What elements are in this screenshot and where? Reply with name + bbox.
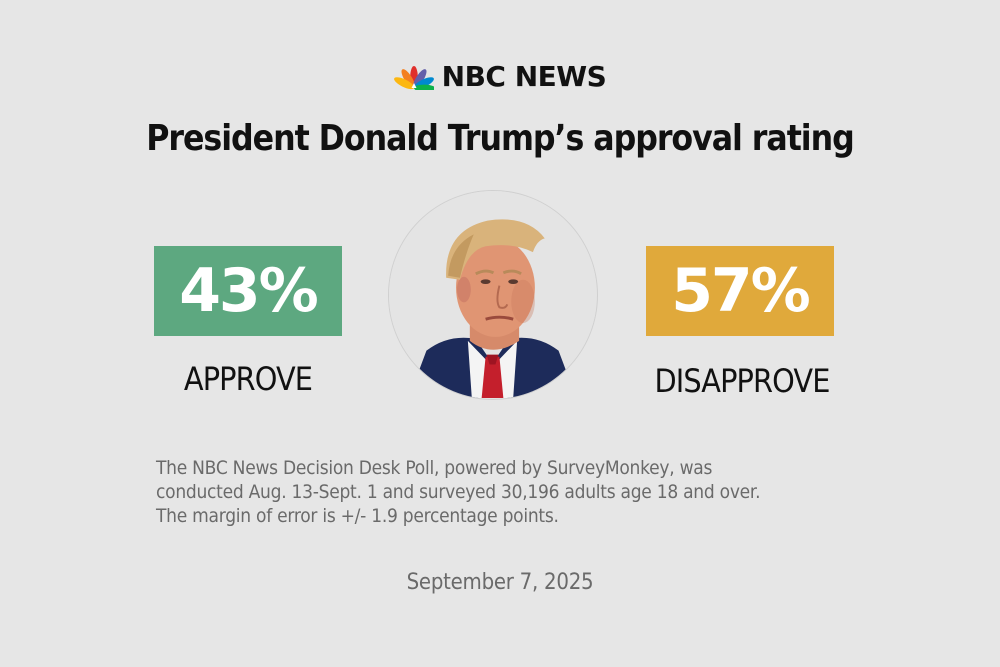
note-line: The NBC News Decision Desk Poll, powered…	[156, 457, 713, 479]
brand-name: NBC NEWS	[441, 60, 607, 93]
publish-date: September 7, 2025	[406, 570, 594, 595]
peacock-icon	[393, 65, 434, 90]
trump-portrait	[388, 190, 598, 400]
note-line: The margin of error is +/- 1.9 percentag…	[156, 505, 559, 527]
approve-label: APPROVE	[183, 360, 313, 398]
disapprove-value-box: 57%	[646, 246, 834, 336]
approve-value-box: 43%	[154, 246, 342, 336]
disapprove-label: DISAPPROVE	[654, 362, 831, 400]
nbc-news-logo: NBC NEWS	[0, 60, 1000, 93]
poll-methodology-note: The NBC News Decision Desk Poll, powered…	[156, 456, 846, 528]
page-title: President Donald Trump’s approval rating	[146, 118, 855, 159]
note-line: conducted Aug. 13-Sept. 1 and surveyed 3…	[156, 481, 761, 503]
